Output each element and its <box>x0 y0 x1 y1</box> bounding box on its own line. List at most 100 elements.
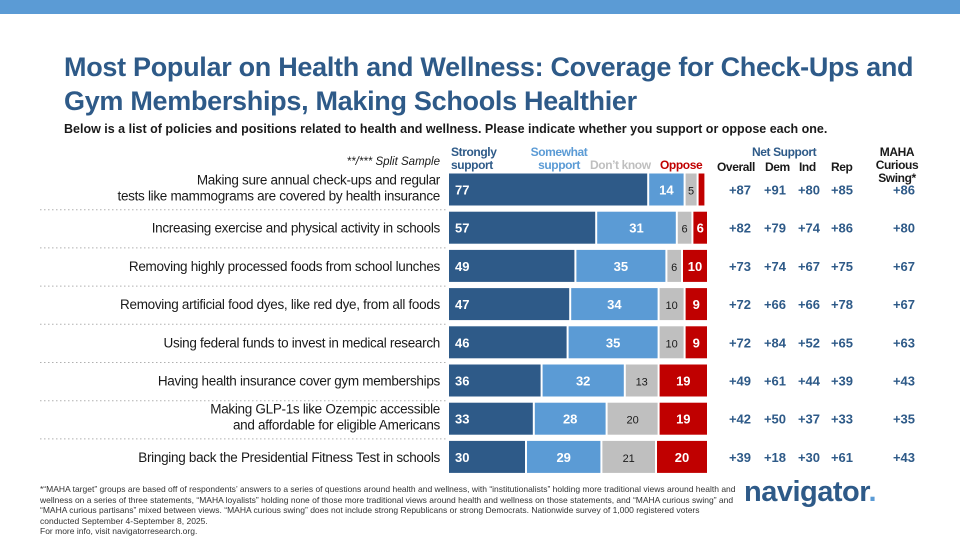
dont-know-value: 21 <box>623 453 635 465</box>
oppose-value: 9 <box>693 335 700 350</box>
bar-row: Having health insurance cover gym member… <box>40 364 915 402</box>
dont-know-value: 13 <box>636 377 648 389</box>
strongly-support-value: 77 <box>455 183 469 198</box>
net-ind: +44 <box>798 374 821 389</box>
somewhat-support-value: 28 <box>563 412 577 427</box>
dont-know-value: 6 <box>671 262 677 274</box>
somewhat-support-value: 35 <box>614 259 628 274</box>
net-ind: +74 <box>798 221 821 236</box>
dont-know-bar <box>602 440 655 473</box>
strongly-support-value: 46 <box>455 335 469 350</box>
net-maha-curious-swing: +63 <box>893 335 915 350</box>
strongly-support-value: 36 <box>455 374 469 389</box>
net-maha-curious-swing: +86 <box>893 183 915 198</box>
net-maha-curious-swing: +35 <box>893 412 915 427</box>
dont-know-bar <box>625 364 658 397</box>
dont-know-bar <box>659 288 684 321</box>
net-ind: +52 <box>798 335 820 350</box>
net-maha-curious-swing: +43 <box>893 374 915 389</box>
somewhat-support-bar <box>597 211 676 244</box>
row-label-line: Removing artificial food dyes, like red … <box>120 297 441 312</box>
net-overall: +72 <box>729 335 751 350</box>
net-overall: +42 <box>729 412 751 427</box>
net-overall: +87 <box>729 183 751 198</box>
oppose-bar <box>657 440 707 473</box>
somewhat-support-bar <box>576 249 666 282</box>
oppose-bar <box>659 402 707 435</box>
dont-know-bar <box>685 173 697 206</box>
row-label-line: Increasing exercise and physical activit… <box>152 221 441 236</box>
row-label: Removing highly processed foods from sch… <box>129 259 441 274</box>
bar-row: Removing highly processed foods from sch… <box>40 249 915 287</box>
net-maha-curious-swing: +67 <box>893 297 915 312</box>
dem-header: Dem <box>765 160 790 174</box>
row-label-line: Using federal funds to invest in medical… <box>164 335 440 350</box>
bar-row: Making sure annual check-ups and regular… <box>40 173 915 211</box>
oppose-header: Oppose <box>660 158 703 172</box>
strongly-support-header: Strongly support <box>451 145 497 172</box>
navigator-logo: navigator. <box>744 476 876 509</box>
row-label: Using federal funds to invest in medical… <box>164 335 440 350</box>
strongly-support-value: 49 <box>455 259 469 274</box>
rep-header: Rep <box>831 160 853 174</box>
somewhat-support-header: Somewhat support <box>530 145 588 172</box>
somewhat-support-bar <box>534 402 606 435</box>
bar-row: Increasing exercise and physical activit… <box>40 211 915 249</box>
strongly-support-bar <box>449 440 525 473</box>
net-rep: +65 <box>831 335 853 350</box>
net-maha-curious-swing: +43 <box>893 450 915 465</box>
oppose-value: 6 <box>697 221 704 236</box>
strongly-support-bar <box>449 288 570 321</box>
row-label: Making sure annual check-ups and regular… <box>118 173 441 204</box>
overall-header: Overall <box>717 160 755 174</box>
strongly-support-value: 47 <box>455 297 469 312</box>
row-label-line: Bringing back the Presidential Fitness T… <box>138 450 440 465</box>
oppose-bar <box>685 288 707 321</box>
somewhat-support-bar <box>649 173 684 206</box>
net-rep: +85 <box>831 183 853 198</box>
net-overall: +73 <box>729 259 751 274</box>
dont-know-bar <box>677 211 692 244</box>
logo-dot: . <box>868 476 876 508</box>
net-dem: +50 <box>764 412 786 427</box>
net-maha-curious-swing: +67 <box>893 259 915 274</box>
oppose-value: 19 <box>676 412 690 427</box>
net-ind: +30 <box>798 450 820 465</box>
oppose-bar <box>685 326 707 359</box>
strongly-support-bar <box>449 364 541 397</box>
ind-header: Ind <box>799 160 816 174</box>
somewhat-support-value: 29 <box>556 450 570 465</box>
net-rep: +61 <box>831 450 853 465</box>
row-label-line: Making GLP-1s like Ozempic accessible <box>210 402 440 417</box>
net-dem: +66 <box>764 297 786 312</box>
dont-know-header: Don’t know <box>590 158 651 172</box>
net-rep: +78 <box>831 297 853 312</box>
net-dem: +61 <box>764 374 786 389</box>
strongly-support-bar <box>449 402 533 435</box>
row-label: Removing artificial food dyes, like red … <box>120 297 441 312</box>
maha-curious-swing-header: MAHA Curious Swing* <box>875 145 919 185</box>
net-ind: +37 <box>798 412 820 427</box>
somewhat-support-bar <box>571 288 658 321</box>
footnote-more-info: For more info, visit navigatorresearch.o… <box>40 526 198 537</box>
bar-row: Bringing back the Presidential Fitness T… <box>138 440 915 473</box>
dont-know-bar <box>667 249 681 282</box>
oppose-bar <box>693 211 707 244</box>
net-dem: +91 <box>764 183 786 198</box>
dont-know-value: 10 <box>665 300 677 312</box>
net-dem: +84 <box>764 335 787 350</box>
strongly-support-value: 33 <box>455 412 469 427</box>
somewhat-support-value: 32 <box>576 374 590 389</box>
row-label-line: Having health insurance cover gym member… <box>158 374 441 389</box>
dont-know-value: 20 <box>626 415 638 427</box>
dont-know-value: 10 <box>665 338 677 350</box>
strongly-support-value: 57 <box>455 221 469 236</box>
footnote: *“MAHA target” groups are based off of r… <box>40 484 740 537</box>
dont-know-value: 6 <box>682 224 688 236</box>
net-support-header: Net Support <box>752 145 817 159</box>
somewhat-support-value: 31 <box>629 221 643 236</box>
split-sample-note: **/*** Split Sample <box>346 156 440 168</box>
somewhat-support-bar <box>542 364 624 397</box>
page-title: Most Popular on Health and Wellness: Cov… <box>64 52 914 116</box>
